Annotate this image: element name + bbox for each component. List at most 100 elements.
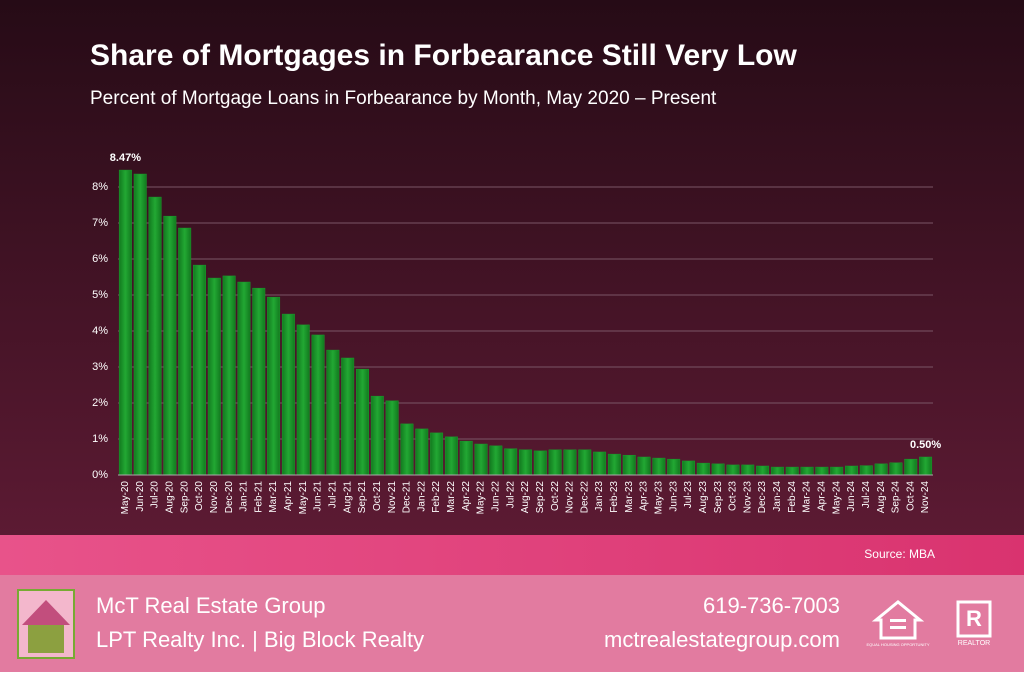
equal-housing-logo	[871, 600, 925, 640]
x-tick-label: Sep-23	[713, 481, 724, 514]
bar	[148, 196, 162, 476]
y-tick-label: 3%	[92, 361, 108, 373]
x-tick-label: Jun-23	[668, 481, 679, 512]
bar	[370, 395, 384, 476]
x-tick-label: Sep-20	[179, 481, 190, 514]
bar	[193, 264, 206, 476]
bar	[252, 287, 266, 476]
bar	[919, 456, 933, 476]
x-tick-label: Jun-22	[491, 481, 502, 512]
logo	[17, 589, 75, 659]
bar	[533, 450, 547, 476]
bar	[548, 449, 562, 476]
chart-subtitle: Percent of Mortgage Loans in Forbearance…	[90, 88, 717, 109]
equal-housing-text: EQUAL HOUSING OPPORTUNITY	[866, 642, 929, 647]
chart-title: Share of Mortgages in Forbearance Still …	[90, 39, 798, 72]
x-tick-label: Aug-20	[165, 481, 176, 514]
bar	[830, 466, 844, 476]
x-tick-label: Mar-21	[268, 481, 279, 513]
x-tick-label: Feb-24	[787, 481, 798, 513]
x-tick-label: Nov-21	[387, 481, 398, 514]
x-tick-label: Jul-22	[505, 481, 516, 509]
x-tick-label: May-23	[654, 481, 665, 515]
bar	[667, 458, 681, 476]
value-label: 8.47%	[110, 152, 141, 164]
bar	[163, 215, 177, 476]
bar	[756, 465, 770, 476]
x-tick-label: Jul-23	[683, 481, 694, 509]
y-tick-label: 2%	[92, 397, 108, 409]
y-tick-label: 6%	[92, 253, 108, 265]
bar	[607, 453, 621, 476]
bar	[578, 449, 592, 476]
bar	[696, 462, 710, 476]
y-tick-label: 7%	[92, 217, 108, 229]
x-tick-label: Jun-24	[846, 481, 857, 512]
x-tick-label: Jul-20	[150, 481, 161, 509]
x-tick-label: Sep-22	[535, 481, 546, 514]
bar	[118, 169, 132, 476]
x-tick-label: Jul-24	[861, 481, 872, 509]
x-tick-label: May-20	[120, 481, 131, 515]
bar	[593, 451, 607, 476]
phone: 619-736-7003	[703, 593, 840, 618]
bar	[800, 466, 814, 476]
x-tick-label: Jan-22	[416, 481, 427, 512]
bar	[400, 423, 414, 476]
bar	[459, 440, 473, 476]
x-tick-label: Oct-21	[372, 481, 383, 511]
x-tick-label: Sep-24	[891, 481, 902, 514]
x-tick-label: Apr-24	[817, 481, 828, 511]
bar	[430, 432, 444, 476]
bar	[311, 334, 325, 476]
x-tick-label: Jan-21	[239, 481, 250, 512]
x-tick-label: Feb-21	[253, 481, 264, 513]
bar	[504, 448, 518, 476]
x-tick-label: Oct-22	[550, 481, 561, 511]
x-tick-label: Mar-23	[624, 481, 635, 513]
x-tick-label: May-24	[831, 481, 842, 515]
y-tick-label: 4%	[92, 325, 108, 337]
bar	[296, 324, 310, 476]
x-tick-label: Aug-23	[698, 481, 709, 514]
bar	[874, 463, 888, 476]
x-tick-label: Aug-24	[876, 481, 887, 514]
bar	[326, 349, 340, 476]
bar	[178, 227, 192, 476]
bar	[770, 466, 784, 476]
value-label: 0.50%	[910, 439, 941, 451]
bar	[133, 173, 147, 476]
x-tick-label: Mar-24	[802, 481, 813, 513]
realtor-logo: R	[956, 600, 992, 638]
bar	[785, 466, 799, 476]
y-tick-label: 8%	[92, 181, 108, 193]
x-tick-label: Dec-21	[402, 481, 413, 514]
source: Source: MBA	[864, 547, 935, 561]
bar	[741, 464, 755, 476]
footer	[0, 575, 1024, 672]
bar	[474, 443, 488, 476]
realtor-text: REALTOR	[958, 640, 990, 647]
x-tick-label: Apr-22	[461, 481, 472, 511]
bar	[281, 313, 295, 476]
x-tick-label: Dec-23	[757, 481, 768, 514]
company: McT Real Estate Group	[96, 593, 325, 618]
x-tick-label: Jun-21	[313, 481, 324, 512]
bar	[519, 449, 532, 476]
x-tick-label: Oct-23	[728, 481, 739, 511]
y-tick-label: 1%	[92, 433, 108, 445]
bar	[726, 464, 740, 476]
bar	[415, 428, 429, 476]
x-tick-label: Jan-23	[594, 481, 605, 512]
bar	[859, 465, 873, 476]
bar	[222, 275, 236, 476]
x-tick-label: Aug-21	[342, 481, 353, 514]
x-tick-label: Jul-21	[328, 481, 339, 509]
bar	[637, 456, 651, 476]
bar	[237, 281, 251, 476]
bar	[622, 454, 636, 476]
bar	[845, 465, 858, 476]
bar	[207, 277, 221, 476]
